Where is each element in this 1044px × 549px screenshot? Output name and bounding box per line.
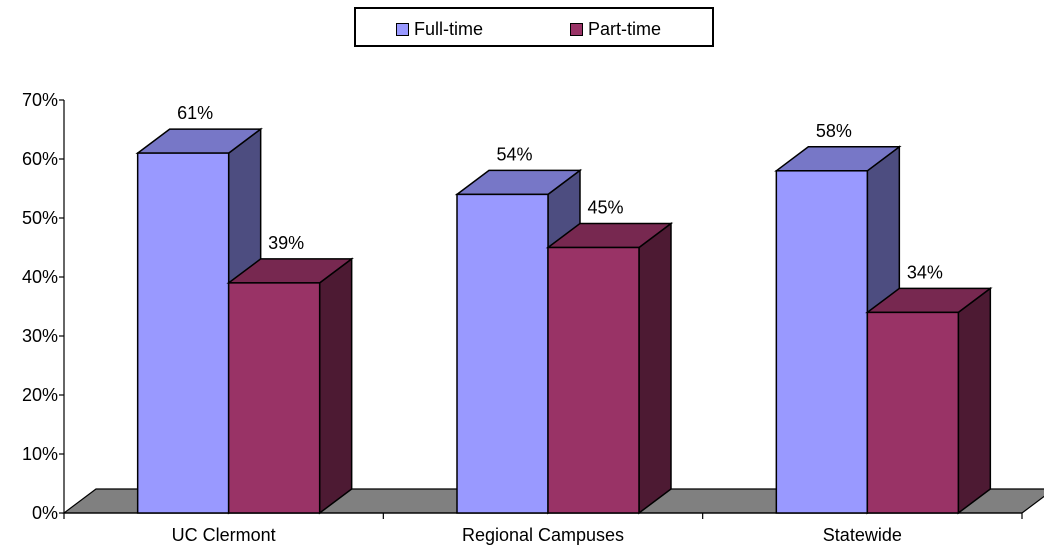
data-label: 45% bbox=[587, 198, 623, 218]
x-tick-label: Regional Campuses bbox=[462, 525, 624, 545]
legend-label-full-time: Full-time bbox=[414, 19, 484, 39]
bar bbox=[547, 246, 640, 514]
bar-side bbox=[638, 222, 672, 515]
y-tick-label: 20% bbox=[22, 385, 58, 405]
data-label: 34% bbox=[907, 262, 943, 282]
y-tick-label: 0% bbox=[32, 503, 58, 523]
x-tick-label: Statewide bbox=[823, 525, 902, 545]
data-label: 58% bbox=[816, 121, 852, 141]
y-tick-label: 70% bbox=[22, 90, 58, 110]
bar-side bbox=[957, 286, 992, 515]
legend-item-full-time: Full-time bbox=[396, 19, 483, 40]
x-tick-label: UC Clermont bbox=[172, 525, 276, 545]
legend-item-part-time: Part-time bbox=[570, 19, 661, 40]
y-tick-label: 50% bbox=[22, 208, 58, 228]
data-label: 54% bbox=[496, 144, 532, 164]
legend-label-part-time: Part-time bbox=[588, 19, 662, 39]
legend-swatch-full-time bbox=[396, 23, 409, 36]
data-label: 61% bbox=[177, 103, 213, 123]
y-tick-label: 30% bbox=[22, 326, 58, 346]
y-tick-label: 10% bbox=[22, 444, 58, 464]
data-label: 39% bbox=[268, 233, 304, 253]
bar-side bbox=[318, 257, 353, 515]
bar bbox=[227, 282, 321, 514]
bar bbox=[456, 193, 549, 514]
bar bbox=[775, 170, 869, 514]
y-tick-label: 60% bbox=[22, 149, 58, 169]
y-tick-label: 40% bbox=[22, 267, 58, 287]
bar bbox=[136, 152, 230, 514]
legend-swatch-part-time bbox=[570, 23, 583, 36]
bar bbox=[866, 311, 960, 514]
legend: Full-time Part-time bbox=[354, 7, 714, 47]
